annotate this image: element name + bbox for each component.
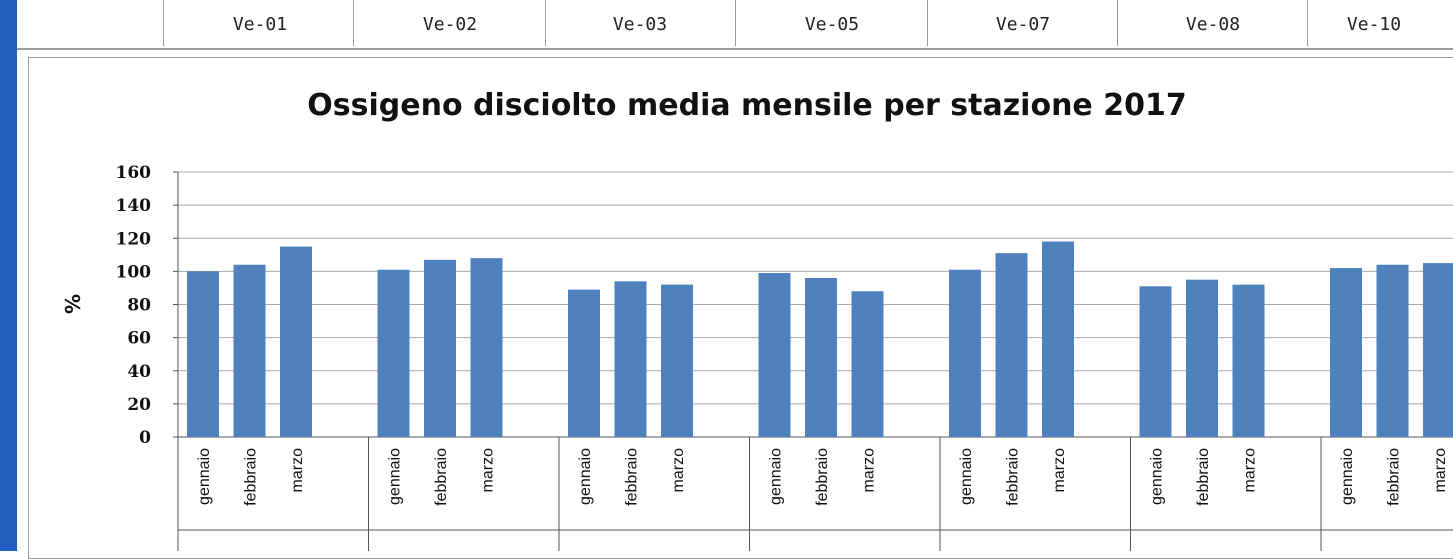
header-station-label: Ve-01 xyxy=(232,14,288,35)
station-header-row: Ve-01 Ve-02 Ve-03 Ve-05 Ve-07 Ve-08 Ve-10 xyxy=(17,0,1453,50)
month-label: marzo xyxy=(1432,448,1449,493)
month-label: febbraio xyxy=(624,448,641,506)
header-divider xyxy=(735,0,736,46)
month-label: marzo xyxy=(289,448,306,493)
header-divider xyxy=(163,0,164,46)
chart-title: Ossigeno disciolto media mensile per sta… xyxy=(307,88,1187,123)
header-divider xyxy=(927,0,928,46)
header-station-label: Ve-08 xyxy=(1185,14,1241,35)
month-label: marzo xyxy=(1051,448,1068,493)
header-divider xyxy=(353,0,354,46)
bar xyxy=(851,291,884,437)
month-label: marzo xyxy=(670,448,687,493)
y-tick-label: 80 xyxy=(127,296,151,316)
y-axis-label: % xyxy=(61,294,85,314)
bar xyxy=(233,264,266,437)
left-accent-stripe xyxy=(0,0,17,551)
bar xyxy=(280,246,312,437)
bar xyxy=(1423,263,1453,437)
month-label: marzo xyxy=(1242,448,1259,493)
header-station-label: Ve-05 xyxy=(804,14,860,35)
month-label: gennaio xyxy=(577,448,594,505)
month-label: febbraio xyxy=(433,448,450,506)
bar xyxy=(470,258,503,437)
bar xyxy=(758,273,791,437)
bar xyxy=(424,259,456,437)
bar xyxy=(949,269,981,437)
month-label: gennaio xyxy=(387,448,404,505)
bar xyxy=(805,278,837,437)
month-label: gennaio xyxy=(1339,448,1356,505)
y-tick-label: 120 xyxy=(116,229,152,249)
bar xyxy=(1186,279,1218,437)
header-divider xyxy=(1117,0,1118,46)
month-label: febbraio xyxy=(814,448,831,506)
y-tick-label: 140 xyxy=(116,196,152,216)
header-station-label: Ve-07 xyxy=(995,14,1051,35)
header-divider xyxy=(1307,0,1308,46)
month-label: gennaio xyxy=(768,448,785,505)
header-station-label: Ve-10 xyxy=(1346,14,1402,35)
y-tick-label: 40 xyxy=(127,362,151,382)
bar xyxy=(187,271,219,437)
month-label: marzo xyxy=(480,448,497,493)
month-label: gennaio xyxy=(1149,448,1166,505)
month-label: febbraio xyxy=(1195,448,1212,506)
bar xyxy=(995,253,1028,437)
bar xyxy=(377,269,410,437)
y-tick-label: 60 xyxy=(127,329,151,349)
bar xyxy=(614,281,647,437)
header-station-label: Ve-02 xyxy=(422,14,478,35)
bar xyxy=(1376,264,1409,437)
month-label: febbraio xyxy=(1005,448,1022,506)
bar xyxy=(568,289,600,437)
y-tick-label: 160 xyxy=(116,163,152,183)
month-label: gennaio xyxy=(958,448,975,505)
y-tick-label: 0 xyxy=(139,428,151,448)
month-label: febbraio xyxy=(1386,448,1403,506)
month-label: gennaio xyxy=(196,448,213,505)
y-tick-label: 20 xyxy=(127,395,151,415)
month-label: marzo xyxy=(861,448,878,493)
header-station-label: Ve-03 xyxy=(612,14,668,35)
header-divider xyxy=(545,0,546,46)
bar xyxy=(1042,241,1074,437)
bar xyxy=(1232,284,1265,437)
bar xyxy=(1330,268,1362,437)
y-tick-label: 100 xyxy=(116,262,152,282)
bar xyxy=(1139,286,1172,437)
month-label: febbraio xyxy=(243,448,260,506)
bar xyxy=(661,284,693,437)
